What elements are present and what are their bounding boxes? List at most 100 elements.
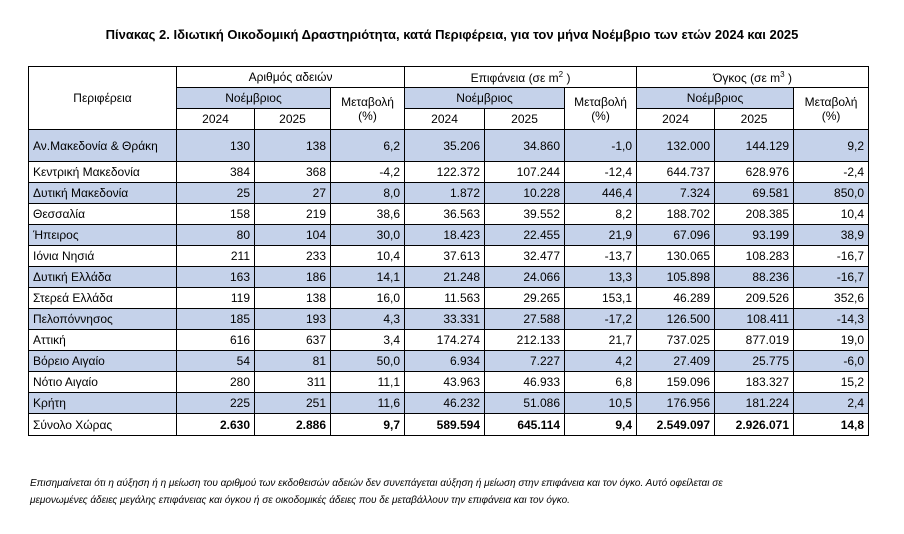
value-cell-v25: 25.775 — [714, 350, 795, 372]
area-header: Επιφάνεια (σε m2 ) — [404, 66, 638, 88]
value-cell-v24: 67.096 — [636, 224, 716, 246]
value-cell-a24: 43.963 — [404, 371, 486, 393]
value-cell-v24: 7.324 — [636, 182, 716, 204]
value-cell-p25: 193 — [254, 308, 331, 330]
value-cell-pch: 50,0 — [329, 350, 406, 372]
table-row: Στερεά Ελλάδα 119 138 16,0 11.563 29.265 153,1… — [28, 287, 870, 309]
value-cell-v24: 188.702 — [636, 203, 716, 225]
table-title: Πίνακας 2. Ιδιωτική Οικοδομική Δραστηριό… — [105, 27, 799, 42]
value-cell-a24: 1.872 — [404, 182, 486, 204]
value-cell-v25: 183.327 — [714, 371, 795, 393]
value-cell-a25: 29.265 — [484, 287, 566, 309]
value-cell-p25: 637 — [254, 329, 331, 351]
region-cell: Βόρειο Αιγαίο — [28, 350, 177, 372]
value-cell-a24: 589.594 — [404, 413, 486, 436]
value-cell-v25: 209.526 — [714, 287, 795, 309]
value-cell-v25: 93.199 — [714, 224, 795, 246]
value-cell-vch: 850,0 — [793, 182, 870, 204]
table-row: Ήπειρος 80 104 30,0 18.423 22.455 21,9 67.096 93… — [28, 224, 870, 246]
value-cell-a25: 22.455 — [484, 224, 566, 246]
value-cell-ach: 13,3 — [564, 266, 638, 288]
volume-year-2025: 2025 — [714, 108, 795, 130]
value-cell-p24: 158 — [176, 203, 255, 225]
permits-month-header: Νοέμβριος — [176, 87, 331, 109]
value-cell-p24: 225 — [176, 392, 255, 414]
value-cell-a24: 18.423 — [404, 224, 486, 246]
value-cell-a24: 21.248 — [404, 266, 486, 288]
value-cell-p25: 186 — [254, 266, 331, 288]
total-row: Σύνολο Χώρας 2.630 2.886 9,7 589.594 645.114 9… — [28, 413, 870, 436]
value-cell-v24: 132.000 — [636, 129, 716, 162]
value-cell-a24: 33.331 — [404, 308, 486, 330]
value-cell-v24: 130.065 — [636, 245, 716, 267]
value-cell-vch: 9,2 — [793, 129, 870, 162]
value-cell-ach: 446,4 — [564, 182, 638, 204]
region-cell: Νότιο Αιγαίο — [28, 371, 177, 393]
value-cell-v24: 27.409 — [636, 350, 716, 372]
permits-header: Αριθμός αδειών — [175, 66, 406, 88]
value-cell-vch: 19,0 — [793, 329, 870, 351]
table-body: Αν.Μακεδονία & Θράκη 130 138 6,2 35.206 34.86… — [28, 129, 870, 436]
value-cell-p25: 251 — [254, 392, 331, 414]
area-year-2024: 2024 — [404, 108, 486, 130]
value-cell-p25: 233 — [254, 245, 331, 267]
region-cell: Κρήτη — [28, 392, 177, 414]
value-cell-pch: 4,3 — [329, 308, 406, 330]
value-cell-pch: 10,4 — [329, 245, 406, 267]
value-cell-pch: -4,2 — [329, 161, 406, 183]
value-cell-pch: 8,0 — [329, 182, 406, 204]
value-cell-a24: 122.372 — [404, 161, 486, 183]
value-cell-vch: -2,4 — [793, 161, 870, 183]
value-cell-pch: 6,2 — [329, 129, 406, 162]
value-cell-vch: 38,9 — [793, 224, 870, 246]
value-cell-v24: 644.737 — [636, 161, 716, 183]
value-cell-pch: 9,7 — [329, 413, 406, 436]
permits-year-2025: 2025 — [254, 108, 331, 130]
value-cell-vch: -16,7 — [793, 245, 870, 267]
value-cell-v25: 108.411 — [714, 308, 795, 330]
value-cell-a24: 35.206 — [404, 129, 486, 162]
value-cell-p25: 2.886 — [254, 413, 331, 436]
value-cell-a24: 46.232 — [404, 392, 486, 414]
table-row: Κεντρική Μακεδονία 384 368 -4,2 122.372 107.2… — [28, 161, 870, 183]
value-cell-p24: 280 — [176, 371, 255, 393]
value-cell-pch: 11,6 — [329, 392, 406, 414]
value-cell-v25: 2.926.071 — [714, 413, 795, 436]
value-cell-p24: 384 — [176, 161, 255, 183]
value-cell-a24: 11.563 — [404, 287, 486, 309]
table-header: Περιφέρεια Αριθμός αδειών Επιφάνεια (σε … — [28, 66, 870, 130]
volume-year-2024: 2024 — [636, 108, 716, 130]
region-cell: Αττική — [28, 329, 177, 351]
value-cell-p24: 25 — [176, 182, 255, 204]
value-cell-a25: 51.086 — [484, 392, 566, 414]
value-cell-v25: 144.129 — [714, 129, 795, 162]
value-cell-ach: 8,2 — [564, 203, 638, 225]
permits-year-2024: 2024 — [176, 108, 255, 130]
value-cell-p25: 104 — [254, 224, 331, 246]
value-cell-v24: 2.549.097 — [636, 413, 716, 436]
value-cell-p25: 368 — [254, 161, 331, 183]
value-cell-p24: 119 — [176, 287, 255, 309]
table-row: Αττική 616 637 3,4 174.274 212.133 21,7 737.025… — [28, 329, 870, 351]
value-cell-vch: -14,3 — [793, 308, 870, 330]
value-cell-a25: 32.477 — [484, 245, 566, 267]
value-cell-v25: 69.581 — [714, 182, 795, 204]
region-cell: Στερεά Ελλάδα — [28, 287, 177, 309]
value-cell-a25: 7.227 — [484, 350, 566, 372]
footnote: Επισημαίνεται ότι η αύξηση ή η μείωση το… — [30, 475, 880, 509]
footnote-line-2: μεμονωμένες άδειες μεγάλης επιφάνειας κα… — [30, 495, 570, 506]
value-cell-p24: 80 — [176, 224, 255, 246]
value-cell-p24: 211 — [176, 245, 255, 267]
value-cell-v24: 176.956 — [636, 392, 716, 414]
value-cell-ach: -13,7 — [564, 245, 638, 267]
region-cell: Κεντρική Μακεδονία — [28, 161, 177, 183]
value-cell-p25: 138 — [254, 287, 331, 309]
value-cell-vch: 352,6 — [793, 287, 870, 309]
value-cell-p24: 2.630 — [176, 413, 255, 436]
value-cell-v24: 737.025 — [636, 329, 716, 351]
value-cell-v25: 877.019 — [714, 329, 795, 351]
value-cell-pch: 38,6 — [329, 203, 406, 225]
value-cell-v24: 126.500 — [636, 308, 716, 330]
table-row: Νότιο Αιγαίο 280 311 11,1 43.963 46.933 6,8 159… — [28, 371, 870, 393]
volume-month-header: Νοέμβριος — [636, 87, 795, 109]
